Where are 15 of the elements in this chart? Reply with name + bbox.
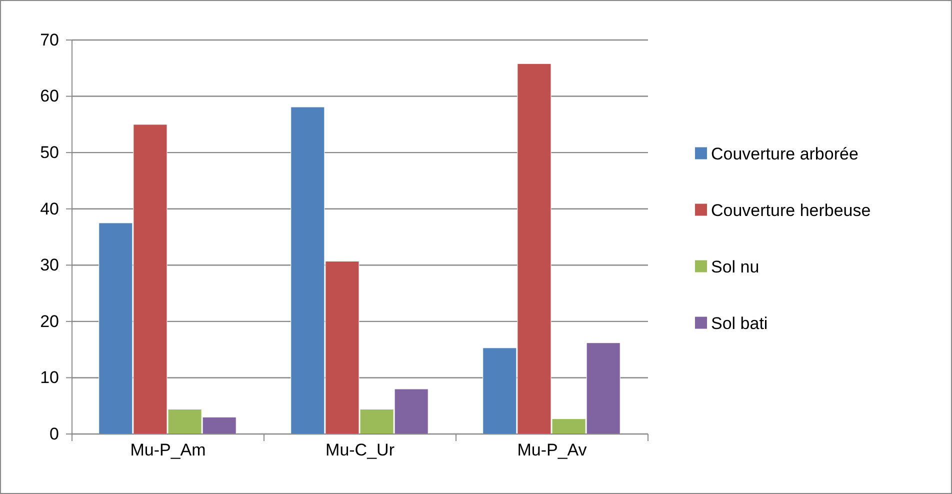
y-tick-label: 40	[40, 199, 59, 218]
legend-label: Sol bati	[711, 314, 768, 333]
y-tick-label: 70	[40, 30, 59, 50]
x-tick-label: Mu-P_Av	[517, 440, 588, 460]
y-tick-label: 30	[40, 256, 59, 275]
legend-label: Sol nu	[711, 257, 760, 276]
y-tick-label: 10	[40, 368, 59, 388]
legend-label: Couverture herbeuse	[711, 200, 871, 220]
legend-label: Couverture arborée	[711, 144, 858, 164]
y-tick-label: 20	[40, 312, 59, 331]
y-tick-label: 60	[40, 86, 59, 106]
y-tick-label: 50	[40, 143, 59, 162]
x-tick-label: Mu-C_Ur	[326, 440, 395, 460]
y-tick-label: 0	[50, 424, 59, 444]
x-tick-label: Mu-P_Am	[130, 440, 206, 460]
